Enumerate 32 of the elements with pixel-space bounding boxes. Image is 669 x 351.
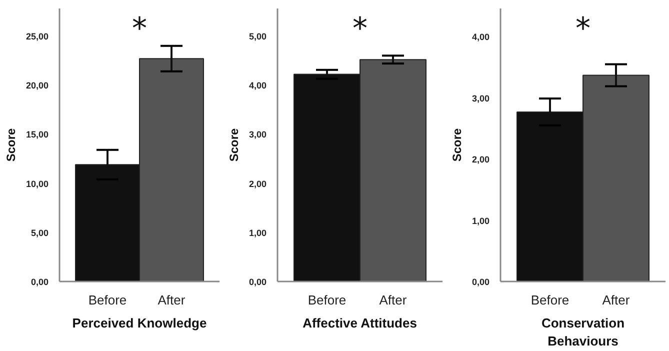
annotation: *: [132, 12, 147, 46]
y-tick-label: 3,00: [248, 130, 267, 140]
y-axis-title: Score: [450, 128, 464, 162]
x-axis-title: Perceived Knowledge: [72, 316, 207, 330]
y-axis-title: Score: [226, 128, 241, 162]
y-tick-label: 3,00: [472, 93, 490, 104]
y-tick-label: 5,00: [248, 31, 267, 42]
y-tick-label: 10,00: [26, 178, 49, 189]
y-tick-label: 5,00: [30, 228, 49, 238]
y-tick-label: 1,00: [248, 228, 267, 238]
y-tick-label: 2,00: [472, 154, 490, 165]
y-tick-label: 20,00: [26, 80, 49, 91]
x-tick-label: After: [379, 292, 408, 308]
y-tick-label: 0,00: [248, 277, 267, 287]
x-tick-label: After: [602, 292, 630, 308]
y-tick-label: 1,00: [472, 216, 490, 226]
x-tick-label: Before: [88, 292, 127, 308]
y-tick-label: 2,00: [248, 178, 267, 189]
x-tick-label: Before: [308, 292, 346, 308]
annotation: *: [576, 12, 590, 46]
annotation: *: [352, 12, 368, 46]
x-axis-title: Affective Attitudes: [302, 316, 417, 330]
y-tick-label: 0,00: [472, 277, 490, 287]
y-tick-label: 25,00: [26, 31, 49, 42]
x-axis-title: Conservation Behaviours: [541, 316, 625, 348]
y-tick-label: 0,00: [30, 277, 49, 287]
x-tick-label: Before: [530, 292, 570, 308]
y-tick-label: 15,00: [26, 130, 49, 140]
x-tick-label: After: [158, 292, 186, 308]
y-axis-title: Score: [4, 128, 18, 162]
y-tick-label: 4,00: [472, 32, 490, 42]
y-tick-label: 4,00: [248, 80, 267, 91]
